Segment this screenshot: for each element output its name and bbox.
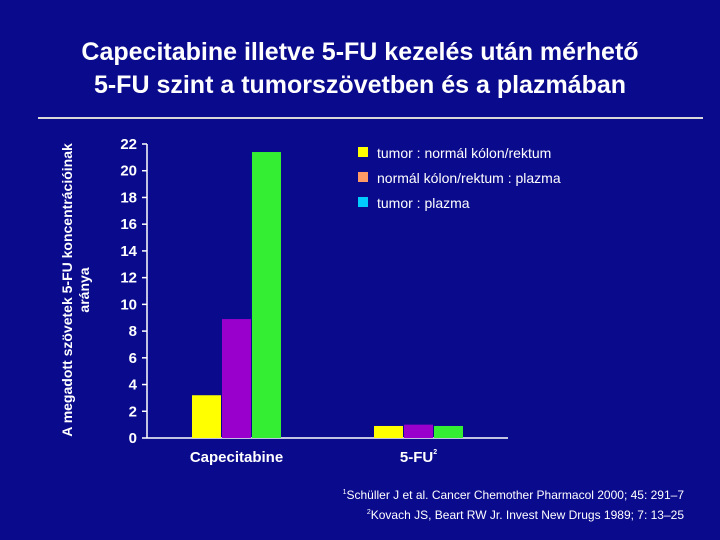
bar-5-fu-series-3 bbox=[434, 425, 463, 438]
legend-label-1: tumor : normál kólon/rektum bbox=[377, 145, 551, 161]
references: 1Schüller J et al. Cancer Chemother Phar… bbox=[343, 484, 684, 524]
y-tick-label-20: 20 bbox=[120, 163, 137, 180]
legend-marker-2 bbox=[358, 172, 368, 182]
legend-marker-3 bbox=[358, 197, 368, 207]
reference-1-marker: 1 bbox=[342, 489, 347, 496]
reference-1: 1Schüller J et al. Cancer Chemother Phar… bbox=[343, 484, 684, 504]
y-tick-label-22: 22 bbox=[120, 136, 137, 153]
reference-2: 2Kovach JS, Beart RW Jr. Invest New Drug… bbox=[343, 504, 684, 524]
y-tick-label-10: 10 bbox=[120, 296, 137, 313]
y-tick-label-4: 4 bbox=[129, 377, 138, 394]
x-category-label-2: 5-FU2 bbox=[400, 449, 437, 466]
bar-5-fu-series-1 bbox=[374, 425, 403, 438]
reference-1-text: Schüller J et al. Cancer Chemother Pharm… bbox=[346, 488, 684, 502]
bar-5-fu-series-2 bbox=[404, 424, 433, 438]
y-tick-label-16: 16 bbox=[120, 216, 137, 233]
y-tick-label-6: 6 bbox=[129, 350, 137, 367]
reference-2-text: Kovach JS, Beart RW Jr. Invest New Drugs… bbox=[370, 508, 684, 522]
y-tick-label-18: 18 bbox=[120, 189, 137, 206]
legend-label-2: normál kólon/rektum : plazma bbox=[377, 170, 561, 186]
legend-marker-1 bbox=[358, 147, 368, 157]
bar-capecitabine-series-1 bbox=[192, 395, 221, 438]
y-tick-label-14: 14 bbox=[120, 243, 137, 260]
y-tick-label-12: 12 bbox=[120, 270, 137, 287]
reference-2-marker: 2 bbox=[366, 509, 371, 516]
x-category-label-1: Capecitabine bbox=[190, 449, 283, 466]
y-tick-label-2: 2 bbox=[129, 403, 137, 420]
title-line-1: Capecitabine illetve 5-FU kezelés után m… bbox=[81, 38, 639, 66]
y-tick-label-0: 0 bbox=[129, 430, 137, 447]
title-divider bbox=[38, 117, 703, 119]
bar-capecitabine-series-2 bbox=[222, 319, 251, 438]
bar-capecitabine-series-3 bbox=[252, 152, 281, 438]
y-tick-label-8: 8 bbox=[129, 323, 137, 340]
slide-title: Capecitabine illetve 5-FU kezelés után m… bbox=[0, 36, 720, 102]
x-category-superscript-2: 2 bbox=[433, 449, 437, 456]
title-line-2: 5-FU szint a tumorszövetben és a plazmáb… bbox=[93, 71, 627, 99]
legend-label-3: tumor : plazma bbox=[377, 195, 470, 211]
